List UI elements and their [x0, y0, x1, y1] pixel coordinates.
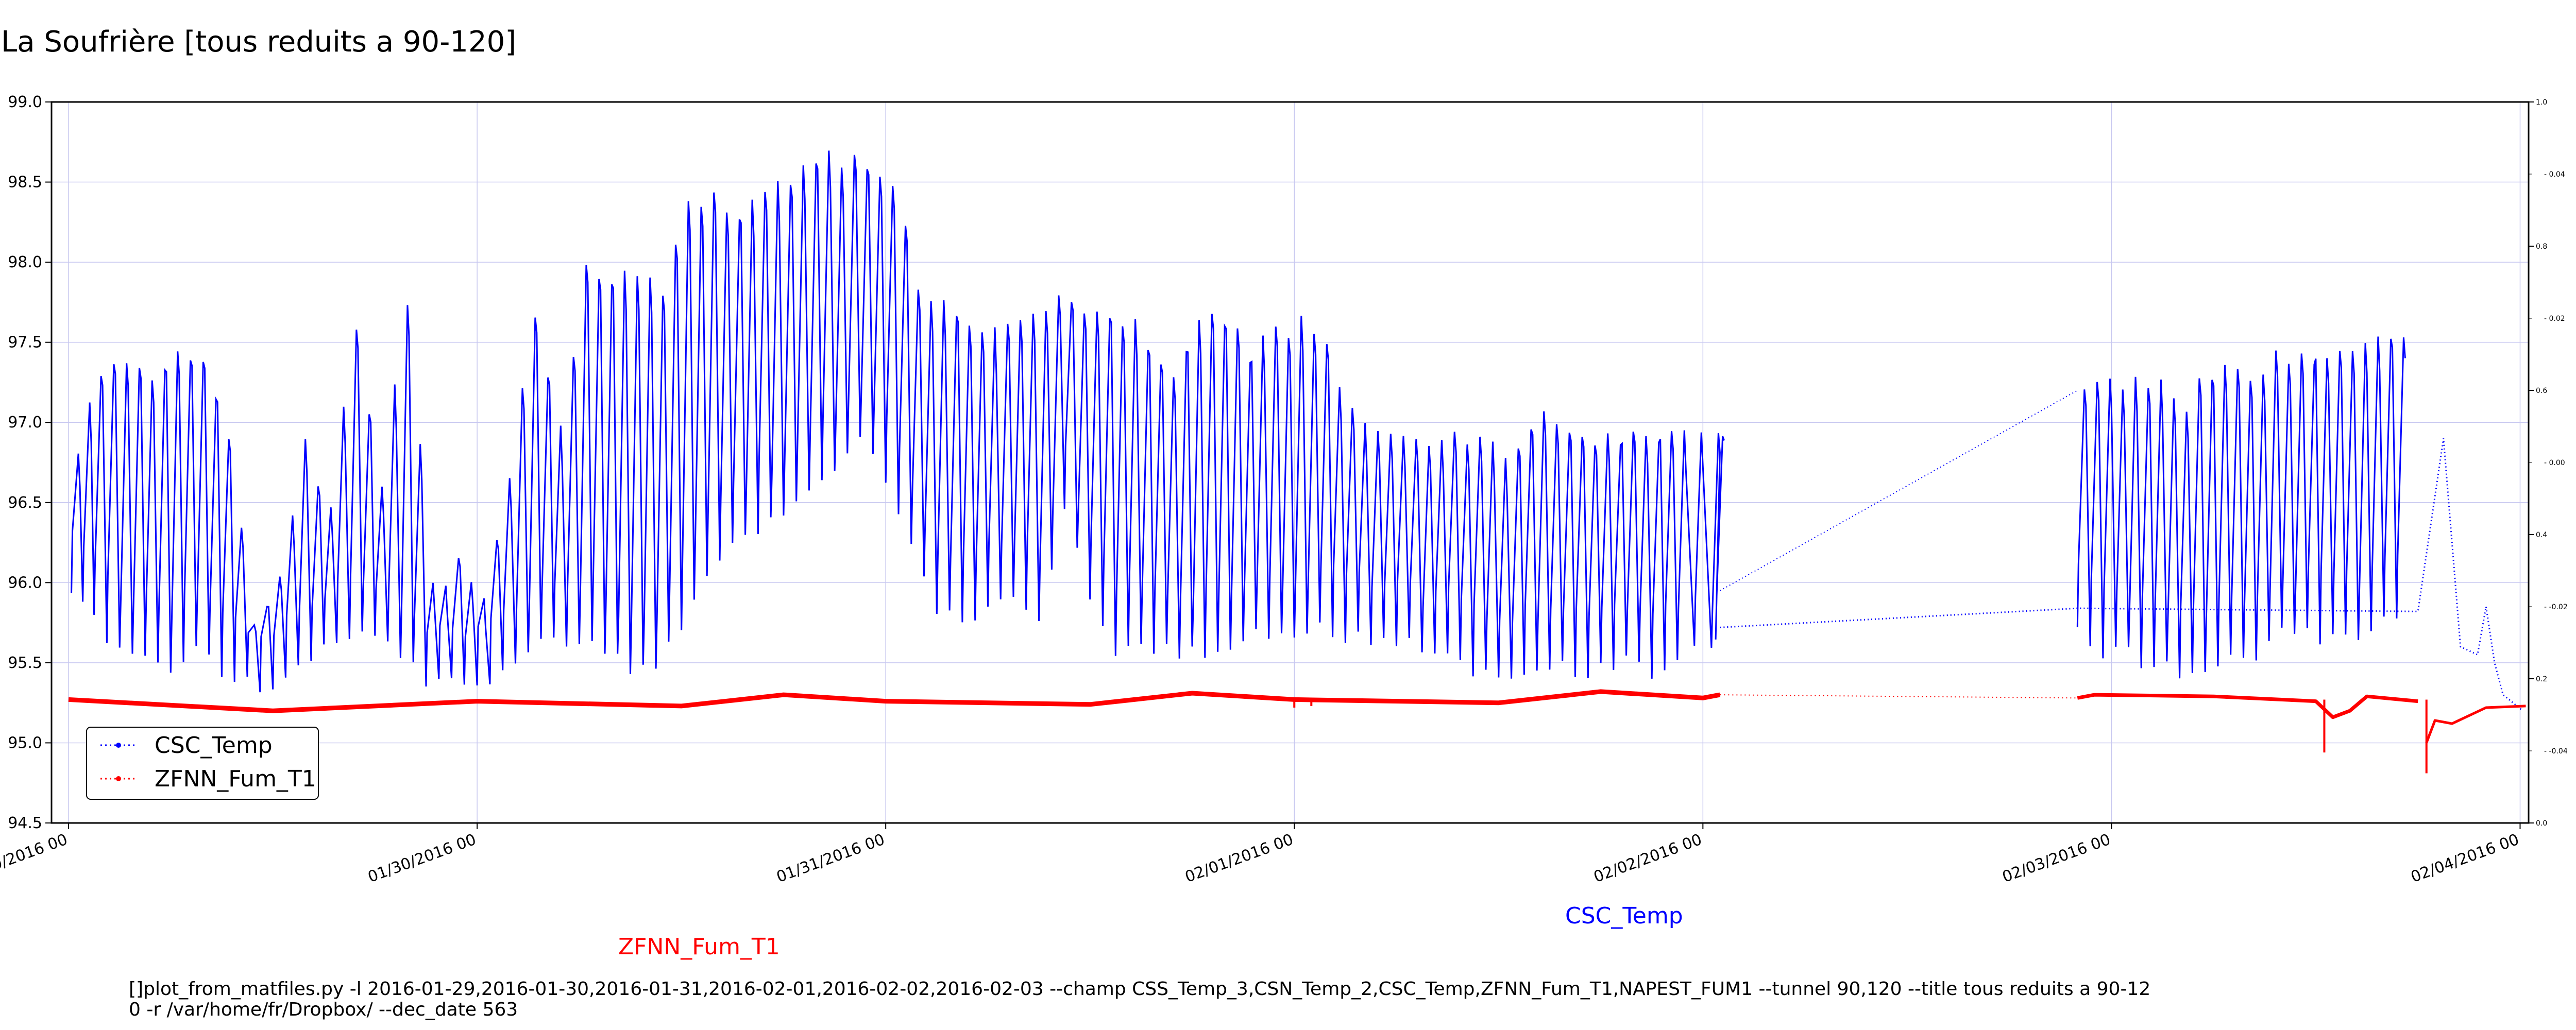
- legend-marker-csc-temp: [116, 743, 121, 748]
- right-axis-ticks: 0.0 0.2 0.4 0.6 0.8 1.0 - -0.04 - -0.02 - 0.00 - …: [2529, 98, 2568, 828]
- ytick-label-7: 98.0: [8, 253, 42, 271]
- ytick-label-0: 94.5: [8, 814, 42, 832]
- ytick-label-1: 95.0: [8, 734, 42, 752]
- rtick-minor-label-0: - -0.04: [2544, 747, 2568, 756]
- zfnn-fum-t1-line-segment-2: [2077, 693, 2418, 719]
- rtick-major-label-1: 0.2: [2536, 675, 2547, 683]
- series-zfnn-fum-t1: [68, 689, 2526, 774]
- xtick-label-3: 02/01/2016 00: [1183, 831, 1296, 886]
- ytick-label-9: 99.0: [8, 93, 42, 111]
- csc-temp-line-segment-1: [71, 150, 1725, 693]
- zfnn-fum-t1-line-segment-1: [68, 689, 1721, 713]
- ytick-label-2: 95.5: [8, 654, 42, 672]
- grid-lines: [52, 101, 2529, 823]
- legend-label-csc-temp: CSC_Temp: [155, 732, 273, 759]
- zfnn-fum-t1-gap-connector: [1720, 694, 2078, 699]
- rtick-minor-label-4: - 0.04: [2544, 170, 2565, 179]
- legend-label-zfnn-fum-t1: ZFNN_Fum_T1: [155, 766, 316, 792]
- csc-temp-gap-connector: [1719, 390, 2078, 591]
- series-csc-temp: [71, 150, 2523, 712]
- command-line-1: []plot_from_matfiles.py -l 2016-01-29,20…: [129, 978, 2150, 1000]
- ytick-label-8: 98.5: [8, 174, 42, 192]
- plot-frame: [50, 101, 2530, 824]
- csc-temp-line-segment-2: [2076, 336, 2406, 679]
- rtick-major-label-3: 0.6: [2536, 387, 2547, 395]
- rtick-minor-label-1: - -0.02: [2544, 603, 2568, 611]
- command-line-2: 0 -r /var/home/fr/Dropbox/ --dec_date 56…: [129, 999, 518, 1020]
- caption-zfnn-fum-t1: ZFNN_Fum_T1: [618, 934, 780, 960]
- legend: CSC_Temp ZFNN_Fum_T1: [86, 727, 319, 800]
- xtick-label-0: 01/29/2016 00: [0, 831, 70, 886]
- xtick-label-2: 01/31/2016 00: [774, 831, 887, 886]
- ytick-label-5: 97.0: [8, 414, 42, 432]
- y-axis-ticks: 94.5 95.0 95.5 96.0 96.5 97.0 97.5 98.0 98.5 99.0: [8, 93, 52, 832]
- rtick-major-label-0: 0.0: [2536, 819, 2547, 828]
- rtick-minor-label-2: - 0.00: [2544, 459, 2565, 467]
- ytick-label-6: 97.5: [8, 334, 42, 352]
- chart-title: La Soufrière [tous reduits a 90-120]: [1, 25, 516, 59]
- ytick-label-4: 96.5: [8, 494, 42, 512]
- rtick-major-label-4: 0.8: [2536, 243, 2547, 251]
- rtick-minor-label-3: - 0.02: [2544, 315, 2565, 323]
- rtick-major-label-5: 1.0: [2536, 98, 2547, 107]
- xtick-label-5: 02/03/2016 00: [2000, 831, 2113, 886]
- csc-temp-sparse-trace: [1720, 438, 2523, 712]
- xtick-label-6: 02/04/2016 00: [2409, 831, 2521, 886]
- ytick-label-3: 96.0: [8, 574, 42, 592]
- rtick-major-label-2: 0.4: [2536, 531, 2547, 539]
- zfnn-fum-t1-line-segment-3: [2425, 705, 2526, 744]
- legend-box: [86, 727, 319, 800]
- xtick-label-1: 01/30/2016 00: [366, 831, 479, 886]
- xtick-label-4: 02/02/2016 00: [1591, 831, 1704, 886]
- legend-marker-zfnn-fum-t1: [116, 776, 121, 781]
- x-axis-ticks: 01/29/2016 00 01/30/2016 00 01/31/2016 00 0…: [0, 823, 2521, 886]
- caption-csc-temp: CSC_Temp: [1565, 903, 1683, 929]
